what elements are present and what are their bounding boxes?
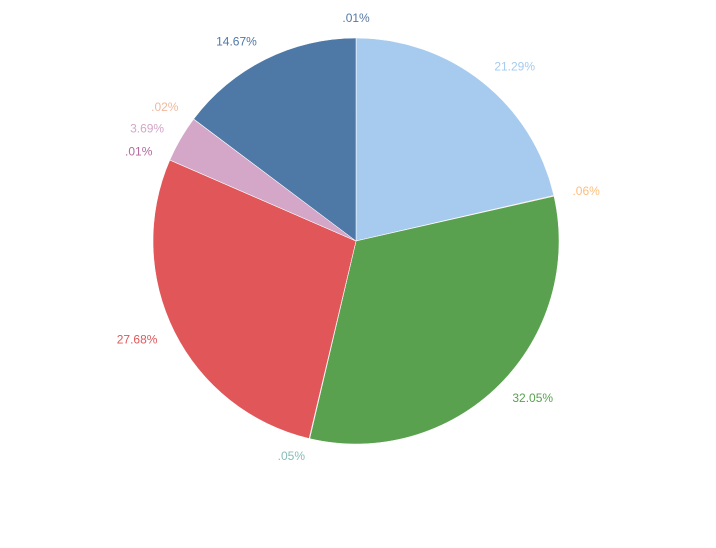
slice-label: 27.68% [117, 332, 158, 346]
slice-label: .02% [151, 100, 179, 114]
pie-slice [309, 195, 560, 445]
slice-label: 3.69% [130, 122, 164, 136]
slice-label: .05% [278, 449, 306, 463]
pie-slice [193, 37, 357, 242]
slice-label: 32.05% [512, 391, 553, 405]
slice-label: .01% [125, 145, 153, 159]
pie-slice [355, 37, 555, 242]
slice-label: .06% [572, 184, 600, 198]
pie-slice [152, 159, 357, 439]
slice-label: .01% [342, 11, 370, 25]
slice-label: 21.29% [494, 60, 535, 74]
slice-label: 14.67% [216, 35, 257, 49]
